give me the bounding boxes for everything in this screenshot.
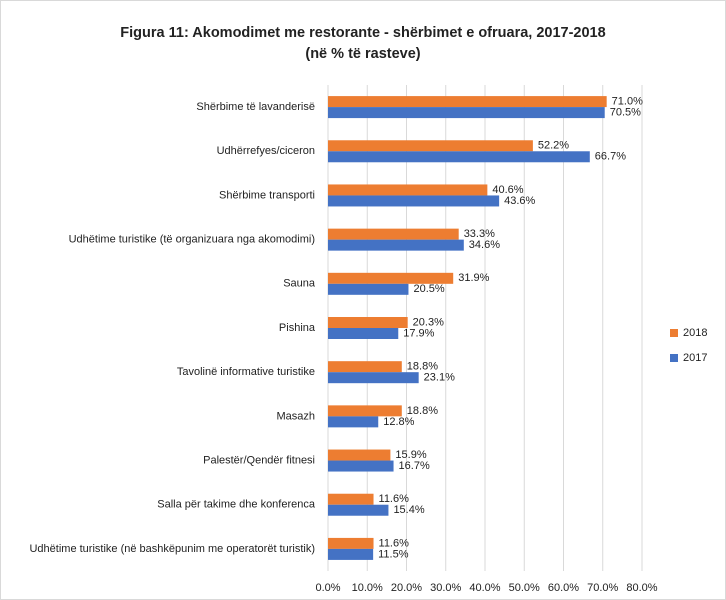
data-label: 71.0% — [612, 95, 643, 107]
y-tick-label: Shërbime transporti — [219, 189, 315, 201]
bar — [328, 140, 533, 152]
data-label: 11.5% — [378, 548, 409, 560]
bar — [328, 195, 500, 207]
x-tick-label: 10.0% — [352, 582, 383, 594]
data-label: 12.8% — [383, 416, 414, 428]
bar — [328, 416, 379, 428]
legend-swatch — [670, 329, 678, 337]
data-label: 18.8% — [407, 405, 438, 417]
y-tick-label: Shërbime të lavanderisë — [196, 101, 315, 113]
bar — [328, 328, 399, 339]
bar — [328, 504, 389, 516]
data-label: 11.6% — [379, 493, 410, 505]
y-tick-label: Salla për takime dhe konferenca — [157, 499, 316, 511]
bar — [328, 283, 409, 295]
y-tick-label: Udhëtime turistike (në bashkëpunim me op… — [29, 543, 315, 555]
legend-label: 2018 — [683, 327, 707, 339]
bar — [328, 96, 607, 108]
data-label: 20.3% — [413, 316, 444, 328]
data-label: 16.7% — [399, 460, 430, 472]
bar — [328, 151, 590, 163]
bar — [328, 493, 374, 505]
legend-label: 2017 — [683, 352, 707, 364]
chart-subtitle: (në % të rasteve) — [305, 46, 420, 62]
legend-swatch — [670, 354, 678, 362]
data-label: 23.1% — [424, 372, 455, 384]
bar — [328, 317, 408, 328]
data-label: 17.9% — [403, 327, 434, 339]
x-tick-label: 0.0% — [315, 582, 340, 594]
data-label: 33.3% — [464, 228, 495, 240]
data-label: 15.9% — [395, 449, 426, 461]
bar — [328, 548, 374, 560]
x-tick-label: 40.0% — [469, 582, 500, 594]
data-label: 70.5% — [610, 106, 641, 118]
x-tick-label: 70.0% — [587, 582, 618, 594]
data-label: 15.4% — [393, 504, 424, 516]
data-label: 40.6% — [492, 184, 523, 196]
y-tick-label: Udhëtime turistike (të organizuara nga a… — [69, 234, 315, 246]
data-label: 34.6% — [469, 239, 500, 251]
bar — [328, 372, 419, 384]
y-tick-label: Masazh — [276, 410, 315, 422]
y-tick-label: Udhërrefyes/ciceron — [217, 145, 315, 157]
chart-title: Figura 11: Akomodimet me restorante - sh… — [120, 25, 605, 41]
bar — [328, 228, 459, 240]
bar — [328, 405, 402, 417]
x-tick-label: 30.0% — [430, 582, 461, 594]
x-tick-label: 20.0% — [391, 582, 422, 594]
y-tick-label: Pishina — [279, 322, 316, 334]
bar — [328, 361, 402, 373]
data-label: 52.2% — [538, 140, 569, 152]
y-tick-label: Sauna — [283, 278, 316, 290]
data-label: 31.9% — [458, 272, 489, 284]
data-label: 18.8% — [407, 361, 438, 373]
bar — [328, 449, 391, 461]
x-tick-label: 80.0% — [626, 582, 657, 594]
y-tick-label: Palestër/Qendër fitnesi — [203, 454, 315, 466]
x-tick-label: 60.0% — [548, 582, 579, 594]
bar — [328, 184, 488, 196]
data-label: 43.6% — [504, 195, 535, 207]
data-label: 11.6% — [379, 537, 410, 549]
bar — [328, 272, 454, 284]
bar — [328, 460, 394, 472]
x-tick-label: 50.0% — [509, 582, 540, 594]
bar — [328, 537, 374, 549]
y-tick-label: Tavolinë informative turistike — [177, 366, 315, 378]
data-label: 20.5% — [413, 283, 444, 295]
bar — [328, 107, 605, 119]
bar — [328, 239, 464, 251]
data-label: 66.7% — [595, 151, 626, 163]
